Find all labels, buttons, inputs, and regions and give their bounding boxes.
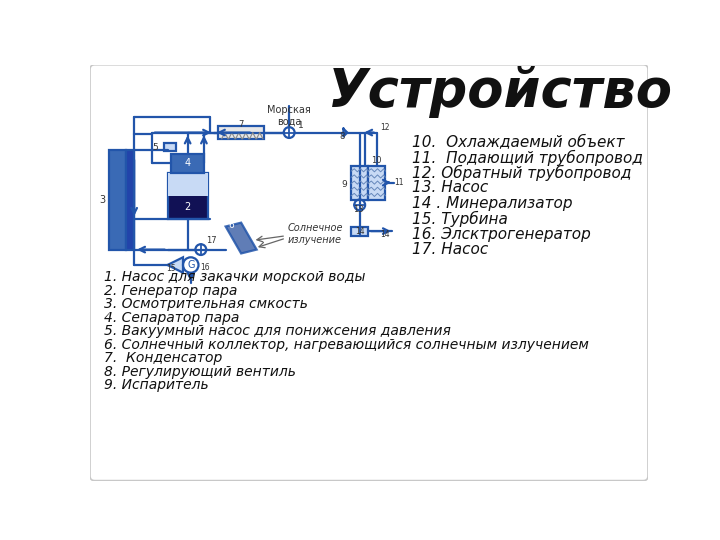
Text: 6. Солнечный коллектор, нагревающийся солнечным излучением: 6. Солнечный коллектор, нагревающийся со… (104, 338, 589, 352)
Text: 7: 7 (238, 120, 244, 130)
Text: 17: 17 (206, 237, 217, 246)
Text: G: G (187, 260, 194, 270)
Text: 2. Генератор пара: 2. Генератор пара (104, 284, 238, 298)
Bar (127, 150, 134, 249)
Text: 9. Испаритель: 9. Испаритель (104, 378, 209, 392)
Text: 5. Вакуумный насос для понижсения давления: 5. Вакуумный насос для понижсения давлен… (104, 325, 451, 338)
Text: 13. Насос: 13. Насос (412, 180, 488, 195)
Bar (163, 143, 176, 151)
Text: 4: 4 (184, 158, 191, 168)
Text: 4. Сепаратор пара: 4. Сепаратор пара (104, 311, 239, 325)
Text: 7.  Конденсатор: 7. Конденсатор (104, 351, 222, 365)
Bar (351, 226, 368, 236)
Bar (109, 150, 127, 249)
Text: 8: 8 (340, 132, 345, 141)
Text: 1: 1 (297, 121, 303, 130)
Text: 11.  Подающий трубопровод: 11. Подающий трубопровод (412, 150, 642, 166)
Text: 10.  Охлаждаемый объект: 10. Охлаждаемый объект (412, 134, 624, 149)
Text: 6: 6 (228, 221, 234, 230)
Text: 3. Осмотрительная смкость: 3. Осмотрительная смкость (104, 298, 308, 312)
Text: 16: 16 (200, 264, 210, 272)
Bar (168, 173, 208, 219)
Text: 14: 14 (355, 227, 364, 235)
Text: 12. Обратный трубопровод: 12. Обратный трубопровод (412, 165, 631, 181)
Bar (218, 126, 264, 139)
Text: 1. Насос для закачки морской воды: 1. Насос для закачки морской воды (104, 271, 366, 285)
Text: 13: 13 (354, 205, 364, 214)
Text: 3: 3 (99, 194, 106, 205)
Text: 16. Элсктрогенератор: 16. Элсктрогенератор (412, 226, 590, 241)
Text: 14: 14 (381, 230, 390, 239)
Text: 2: 2 (184, 202, 191, 212)
FancyBboxPatch shape (90, 65, 648, 481)
Bar (171, 154, 204, 173)
Polygon shape (168, 257, 183, 273)
Text: 17. Насос: 17. Насос (412, 242, 488, 257)
Text: Морская
вода: Морская вода (267, 105, 311, 126)
Text: 14 . Минерализатор: 14 . Минерализатор (412, 195, 572, 211)
Bar (351, 166, 368, 200)
Text: Солнечное
излучение: Солнечное излучение (287, 224, 343, 245)
Text: Устройство: Устройство (328, 66, 673, 118)
Text: 15: 15 (166, 265, 176, 273)
Text: 12: 12 (381, 123, 390, 132)
Text: 9: 9 (341, 180, 347, 188)
Bar (368, 166, 385, 200)
Text: 11: 11 (395, 178, 404, 187)
Text: 5: 5 (153, 143, 158, 152)
Text: 8. Регулирующий вентиль: 8. Регулирующий вентиль (104, 364, 296, 379)
Text: 15. Турбина: 15. Турбина (412, 211, 508, 227)
Bar (168, 173, 208, 195)
Text: 10: 10 (372, 156, 382, 165)
Polygon shape (225, 222, 256, 253)
